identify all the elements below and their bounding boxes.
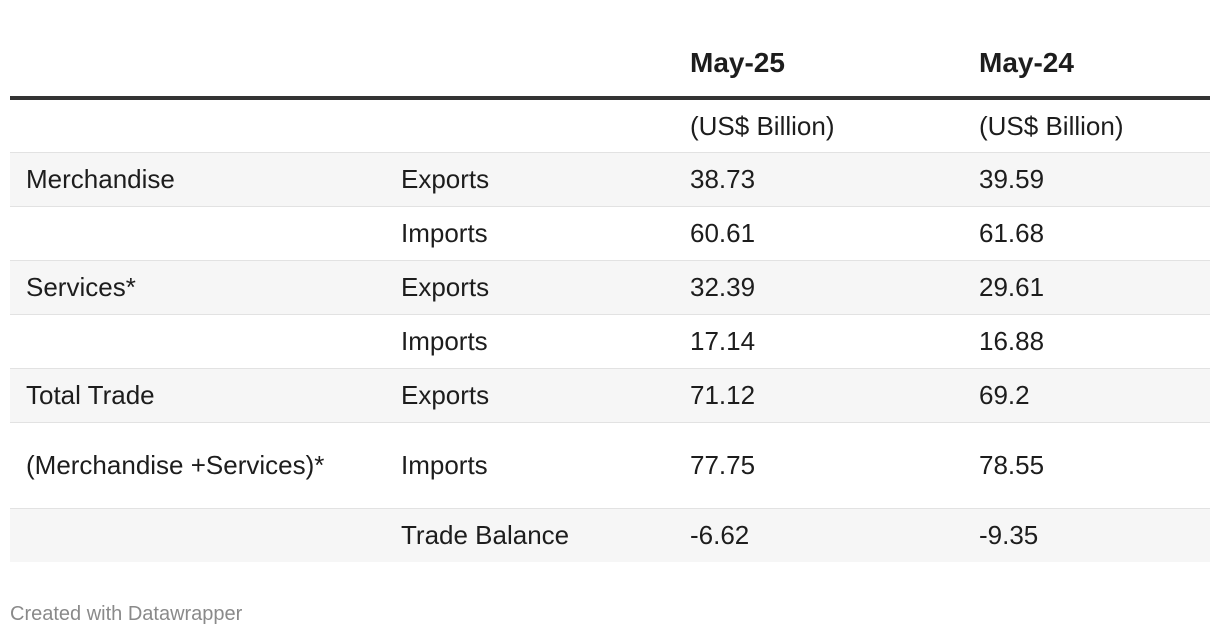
- row-value-may25: -6.62: [674, 508, 963, 562]
- row-category: Services*: [10, 260, 385, 315]
- units-cell-may24: (US$ Billion): [963, 98, 1210, 153]
- row-value-may25: 60.61: [674, 206, 963, 261]
- row-item: Exports: [385, 260, 674, 315]
- header-cell-category: [10, 30, 385, 100]
- table-row: Merchandise Exports 38.73 39.59: [10, 152, 1210, 207]
- row-category: Merchandise: [10, 152, 385, 207]
- row-value-may24: -9.35: [963, 508, 1210, 562]
- table-row: Total Trade Exports 71.12 69.2: [10, 368, 1210, 423]
- row-value-may25: 17.14: [674, 314, 963, 369]
- units-cell-may25: (US$ Billion): [674, 98, 963, 153]
- header-cell-item: [385, 30, 674, 100]
- row-value-may25: 32.39: [674, 260, 963, 315]
- row-item: Exports: [385, 152, 674, 207]
- row-item: Trade Balance: [385, 508, 674, 562]
- units-cell-item: [385, 98, 674, 153]
- row-item: Exports: [385, 368, 674, 423]
- header-cell-may25: May-25: [674, 30, 963, 100]
- row-value-may25: 71.12: [674, 368, 963, 423]
- row-category: [10, 508, 385, 562]
- row-category: [10, 206, 385, 261]
- datawrapper-credit: Created with Datawrapper: [10, 603, 243, 625]
- table-row: (Merchandise +Services)* Imports 77.75 7…: [10, 422, 1210, 509]
- table-row: Imports 60.61 61.68: [10, 206, 1210, 261]
- table-row: Trade Balance -6.62 -9.35: [10, 508, 1210, 562]
- row-value-may24: 61.68: [963, 206, 1210, 261]
- row-value-may24: 16.88: [963, 314, 1210, 369]
- row-value-may24: 39.59: [963, 152, 1210, 207]
- trade-table: May-25 May-24 (US$ Billion) (US$ Billion…: [10, 30, 1210, 562]
- data-table-container: May-25 May-24 (US$ Billion) (US$ Billion…: [10, 30, 1210, 562]
- header-cell-may24: May-24: [963, 30, 1210, 100]
- row-category: [10, 314, 385, 369]
- row-value-may24: 29.61: [963, 260, 1210, 315]
- row-item: Imports: [385, 314, 674, 369]
- row-value-may25: 77.75: [674, 422, 963, 509]
- table-row: Services* Exports 32.39 29.61: [10, 260, 1210, 315]
- row-value-may24: 78.55: [963, 422, 1210, 509]
- row-value-may24: 69.2: [963, 368, 1210, 423]
- units-cell-category: [10, 98, 385, 153]
- row-category: (Merchandise +Services)*: [10, 422, 385, 509]
- row-value-may25: 38.73: [674, 152, 963, 207]
- units-row: (US$ Billion) (US$ Billion): [10, 98, 1210, 153]
- table-row: Imports 17.14 16.88: [10, 314, 1210, 369]
- row-item: Imports: [385, 206, 674, 261]
- row-category: Total Trade: [10, 368, 385, 423]
- header-row: May-25 May-24: [10, 30, 1210, 100]
- row-item: Imports: [385, 422, 674, 509]
